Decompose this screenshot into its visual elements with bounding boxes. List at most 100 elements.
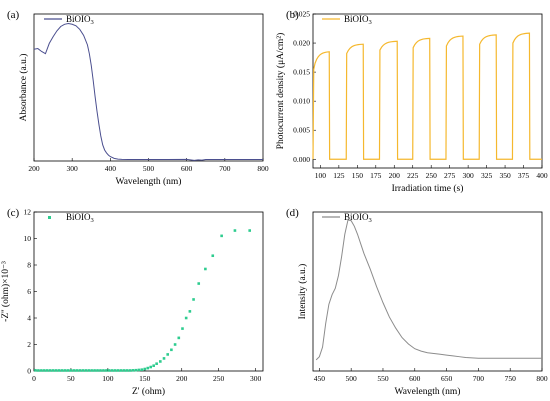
x-tick-label: 400 bbox=[105, 164, 117, 173]
data-point bbox=[116, 369, 120, 372]
data-point bbox=[78, 369, 82, 372]
x-tick-label: 100 bbox=[102, 374, 114, 383]
y-axis-label: Absorbance (a.u.) bbox=[18, 54, 29, 122]
plot-frame bbox=[33, 13, 264, 162]
y-tick-label: 0.005 bbox=[293, 126, 310, 135]
legend-label: BiOIO3 bbox=[344, 212, 372, 224]
data-point bbox=[173, 343, 177, 346]
legend-label: BiOIO3 bbox=[66, 212, 94, 224]
x-tick-label: 400 bbox=[536, 171, 548, 180]
data-point bbox=[63, 369, 67, 372]
data-point bbox=[43, 369, 46, 372]
data-point bbox=[69, 369, 73, 372]
data-point bbox=[248, 229, 252, 232]
legend-label: BiOIO3 bbox=[344, 14, 372, 26]
x-tick-label: 600 bbox=[409, 374, 421, 383]
chart-panel-c: (c) 0 50 100 150 200 250 300 0 2 4 6 8 10 12 Z' (ohm) -Z… bbox=[0, 207, 264, 397]
x-tick-label: 350 bbox=[499, 171, 511, 180]
x-tick-label: 250 bbox=[426, 171, 438, 180]
data-point bbox=[75, 369, 79, 372]
series-line bbox=[315, 219, 542, 361]
data-point bbox=[96, 369, 99, 372]
data-point bbox=[40, 369, 43, 372]
data-point bbox=[143, 367, 147, 371]
data-point bbox=[54, 369, 58, 372]
data-point bbox=[45, 369, 49, 372]
x-tick-label: 750 bbox=[505, 374, 517, 383]
data-point bbox=[48, 369, 52, 372]
y-tick-label: 2 bbox=[27, 340, 31, 349]
x-tick-label: 175 bbox=[370, 171, 382, 180]
chart-panel-a: (a) 200 300 400 500 600 700 800 Wavelength (nm) A… bbox=[7, 9, 269, 187]
x-axis-label: Irradiation time (s) bbox=[392, 183, 464, 194]
x-tick-label: 150 bbox=[139, 374, 151, 383]
x-tick-label: 500 bbox=[346, 374, 358, 383]
x-tick-label: 700 bbox=[219, 164, 231, 173]
data-point bbox=[211, 254, 215, 258]
plot-frame bbox=[312, 211, 543, 372]
data-point bbox=[192, 298, 195, 301]
data-point bbox=[66, 369, 70, 372]
x-tick-label: 275 bbox=[444, 171, 456, 180]
x-tick-label: 300 bbox=[250, 374, 262, 383]
data-point bbox=[90, 369, 93, 372]
data-point bbox=[152, 364, 155, 367]
x-tick-label: 200 bbox=[389, 171, 401, 180]
data-point bbox=[34, 369, 37, 372]
y-tick-label: 0 bbox=[27, 367, 31, 376]
data-point bbox=[57, 369, 61, 372]
data-point bbox=[119, 369, 123, 372]
data-point bbox=[60, 369, 64, 372]
x-axis-label: Z' (ohm) bbox=[132, 386, 165, 397]
y-axis-label: -Z'' (ohm)×10⁻³ bbox=[0, 261, 11, 322]
legend-marker bbox=[48, 216, 51, 219]
data-point bbox=[72, 369, 76, 372]
y-tick-label: 0.015 bbox=[293, 68, 310, 77]
chart-panel-b: (b) 100 125 150 175 200 225 250 275 300 325 350 375 4… bbox=[275, 9, 548, 194]
data-point bbox=[131, 369, 135, 372]
x-tick-label: 650 bbox=[441, 374, 453, 383]
x-tick-label: 300 bbox=[463, 171, 475, 180]
data-point bbox=[220, 234, 223, 238]
data-point bbox=[93, 369, 96, 372]
data-point bbox=[128, 369, 132, 372]
x-tick-label: 500 bbox=[143, 164, 155, 173]
data-point bbox=[99, 369, 102, 372]
data-point bbox=[108, 369, 111, 372]
data-point bbox=[170, 348, 173, 352]
panel-label-b: (b) bbox=[286, 9, 299, 21]
y-tick-label: 0.010 bbox=[293, 97, 310, 106]
x-tick-label: 600 bbox=[181, 164, 193, 173]
y-tick-label: 10 bbox=[24, 234, 32, 243]
data-point bbox=[134, 368, 138, 372]
x-tick-label: 225 bbox=[407, 171, 419, 180]
data-point bbox=[149, 365, 153, 369]
y-tick-label: 0.020 bbox=[293, 39, 310, 48]
panel-label-c: (c) bbox=[7, 207, 20, 219]
data-point bbox=[159, 360, 162, 363]
y-tick-label: 8 bbox=[27, 261, 31, 270]
chart-panel-d: (d) 450 500 550 600 650 700 750 800 Wavelength (n… bbox=[286, 207, 548, 397]
x-tick-label: 200 bbox=[28, 164, 40, 173]
y-tick-label: 12 bbox=[24, 208, 32, 217]
data-point bbox=[102, 369, 105, 372]
data-point bbox=[113, 369, 117, 372]
y-tick-label: 0.000 bbox=[293, 155, 310, 164]
photocurrent-series-line bbox=[312, 32, 542, 160]
x-tick-label: 550 bbox=[377, 374, 389, 383]
x-tick-label: 50 bbox=[67, 374, 75, 383]
x-axis-label: Wavelength (nm) bbox=[395, 386, 461, 397]
data-point bbox=[37, 369, 40, 372]
x-tick-label: 325 bbox=[481, 171, 493, 180]
y-tick-label: 4 bbox=[27, 314, 31, 323]
data-point bbox=[137, 368, 141, 372]
data-point bbox=[181, 327, 184, 330]
x-tick-label: 450 bbox=[314, 374, 326, 383]
x-axis-label: Wavelength (nm) bbox=[116, 176, 182, 187]
y-tick-label: 0.025 bbox=[293, 10, 310, 19]
x-tick-label: 800 bbox=[536, 374, 548, 383]
plot-frame bbox=[33, 211, 264, 372]
data-point bbox=[188, 310, 192, 313]
plot-frame bbox=[312, 13, 543, 169]
